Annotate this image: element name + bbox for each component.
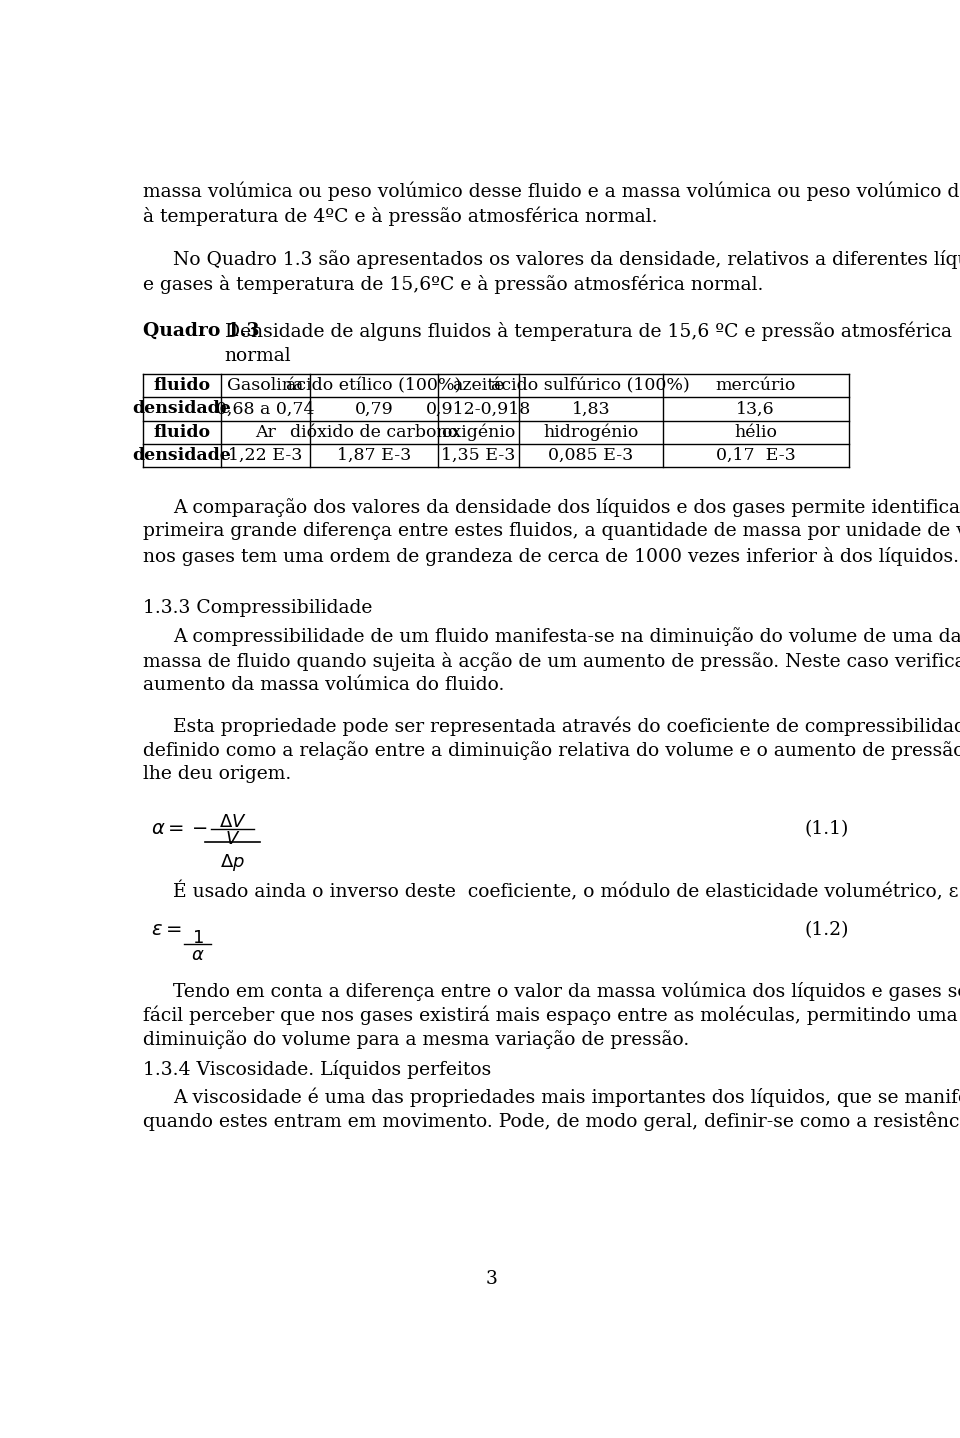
Text: A viscosidade é uma das propriedades mais importantes dos líquidos, que se manif: A viscosidade é uma das propriedades mai… [173,1087,960,1107]
Text: Tendo em conta a diferença entre o valor da massa volúmica dos líquidos e gases : Tendo em conta a diferença entre o valor… [173,981,960,1001]
Text: ácido etílico (100%): ácido etílico (100%) [286,377,462,394]
Text: 0,085 E-3: 0,085 E-3 [548,447,634,463]
Text: massa volúmica ou peso volúmico desse fluido e a massa volúmica ou peso volúmico: massa volúmica ou peso volúmico desse fl… [143,181,960,201]
Text: 1.3.3 Compressibilidade: 1.3.3 Compressibilidade [143,600,372,617]
Text: A comparação dos valores da densidade dos líquidos e dos gases permite identific: A comparação dos valores da densidade do… [173,498,960,516]
Text: (1.1): (1.1) [804,820,849,838]
Text: aumento da massa volúmica do fluido.: aumento da massa volúmica do fluido. [143,676,505,695]
Text: massa de fluido quando sujeita à acção de um aumento de pressão. Neste caso veri: massa de fluido quando sujeita à acção d… [143,651,960,670]
Text: 1,83: 1,83 [571,400,611,417]
Text: nos gases tem uma ordem de grandeza de cerca de 1000 vezes inferior à dos líquid: nos gases tem uma ordem de grandeza de c… [143,546,959,565]
Text: azeite: azeite [452,377,505,394]
Text: normal: normal [225,347,291,365]
Text: quando estes entram em movimento. Pode, de modo geral, definir-se como a resistê: quando estes entram em movimento. Pode, … [143,1112,960,1132]
Text: 0,17  E-3: 0,17 E-3 [715,447,796,463]
Text: No Quadro 1.3 são apresentados os valores da densidade, relativos a diferentes l: No Quadro 1.3 são apresentados os valore… [173,250,960,269]
Text: $V$: $V$ [225,830,240,848]
Text: Esta propriedade pode ser representada através do coeficiente de compressibilida: Esta propriedade pode ser representada a… [173,716,960,736]
Text: fácil perceber que nos gases existirá mais espaço entre as moléculas, permitindo: fácil perceber que nos gases existirá ma… [143,1005,960,1025]
Text: $\Delta V$: $\Delta V$ [219,814,246,831]
Text: Ar: Ar [254,424,276,440]
Text: 0,68 a 0,74: 0,68 a 0,74 [216,400,315,417]
Text: fluido: fluido [154,424,210,440]
Text: oxigénio: oxigénio [442,423,516,441]
Text: à temperatura de 4ºC e à pressão atmosférica normal.: à temperatura de 4ºC e à pressão atmosfé… [143,207,658,226]
Text: 1,35 E-3: 1,35 E-3 [442,447,516,463]
Text: ácido sulfúrico (100%): ácido sulfúrico (100%) [492,377,690,394]
Text: diminuição do volume para a mesma variação de pressão.: diminuição do volume para a mesma variaç… [143,1031,689,1050]
Text: 1.3.4 Viscosidade. Líquidos perfeitos: 1.3.4 Viscosidade. Líquidos perfeitos [143,1060,492,1078]
Text: 13,6: 13,6 [736,400,775,417]
Text: lhe deu origem.: lhe deu origem. [143,765,292,784]
Text: Densidade de alguns fluidos à temperatura de 15,6 ºC e pressão atmosférica: Densidade de alguns fluidos à temperatur… [225,322,951,341]
Text: 0,912-0,918: 0,912-0,918 [426,400,531,417]
Text: e gases à temperatura de 15,6ºC e à pressão atmosférica normal.: e gases à temperatura de 15,6ºC e à pres… [143,275,763,293]
Text: $\alpha = -$: $\alpha = -$ [151,820,208,838]
Text: Quadro 1.3: Quadro 1.3 [143,322,260,339]
Text: 3: 3 [486,1270,498,1288]
Text: (1.2): (1.2) [804,922,849,939]
Text: definido como a relação entre a diminuição relativa do volume e o aumento de pre: definido como a relação entre a diminuiç… [143,741,960,759]
Text: $\varepsilon =$: $\varepsilon =$ [151,922,181,939]
Text: $\Delta p$: $\Delta p$ [220,851,245,873]
Text: Gasolina: Gasolina [228,377,303,394]
Text: 0,79: 0,79 [354,400,394,417]
Text: hidrogénio: hidrogénio [543,423,638,441]
Text: mercúrio: mercúrio [715,377,796,394]
Text: densidade: densidade [132,400,231,417]
Text: A compressibilidade de um fluido manifesta-se na diminuição do volume de uma dad: A compressibilidade de um fluido manifes… [173,627,960,646]
Text: 1,22 E-3: 1,22 E-3 [228,447,302,463]
Text: 1,87 E-3: 1,87 E-3 [337,447,411,463]
Text: $\alpha$: $\alpha$ [191,946,204,963]
Text: dióxido de carbono: dióxido de carbono [290,424,458,440]
Text: hélio: hélio [734,424,777,440]
Text: fluido: fluido [154,377,210,394]
Text: $1$: $1$ [192,929,204,946]
Text: É usado ainda o inverso deste  coeficiente, o módulo de elasticidade volumétrico: É usado ainda o inverso deste coeficient… [173,881,960,902]
Text: primeira grande diferença entre estes fluidos, a quantidade de massa por unidade: primeira grande diferença entre estes fl… [143,522,960,541]
Text: densidade: densidade [132,447,231,463]
